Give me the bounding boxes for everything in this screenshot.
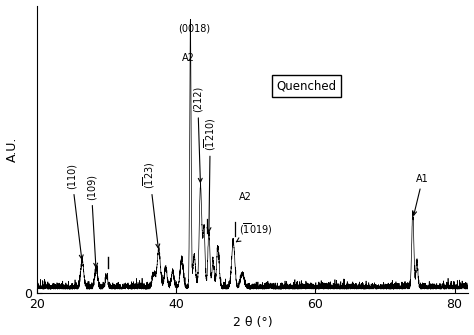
Text: A2: A2 xyxy=(239,192,252,202)
Y-axis label: A.U.: A.U. xyxy=(6,137,18,162)
Text: A2: A2 xyxy=(182,54,195,63)
X-axis label: 2 θ (°): 2 θ (°) xyxy=(233,317,273,329)
Text: (110): (110) xyxy=(67,163,83,259)
Text: $(\overline{1}210)$: $(\overline{1}210)$ xyxy=(202,117,218,231)
Text: (0018): (0018) xyxy=(178,23,210,34)
Text: Quenched: Quenched xyxy=(277,79,337,92)
Text: $(\overline{1}019)$: $(\overline{1}019)$ xyxy=(237,222,273,242)
Text: (109): (109) xyxy=(86,174,98,267)
Text: $(\overline{1}23)$: $(\overline{1}23)$ xyxy=(142,162,160,248)
Text: (212): (212) xyxy=(193,86,203,182)
Text: A1: A1 xyxy=(413,174,429,215)
